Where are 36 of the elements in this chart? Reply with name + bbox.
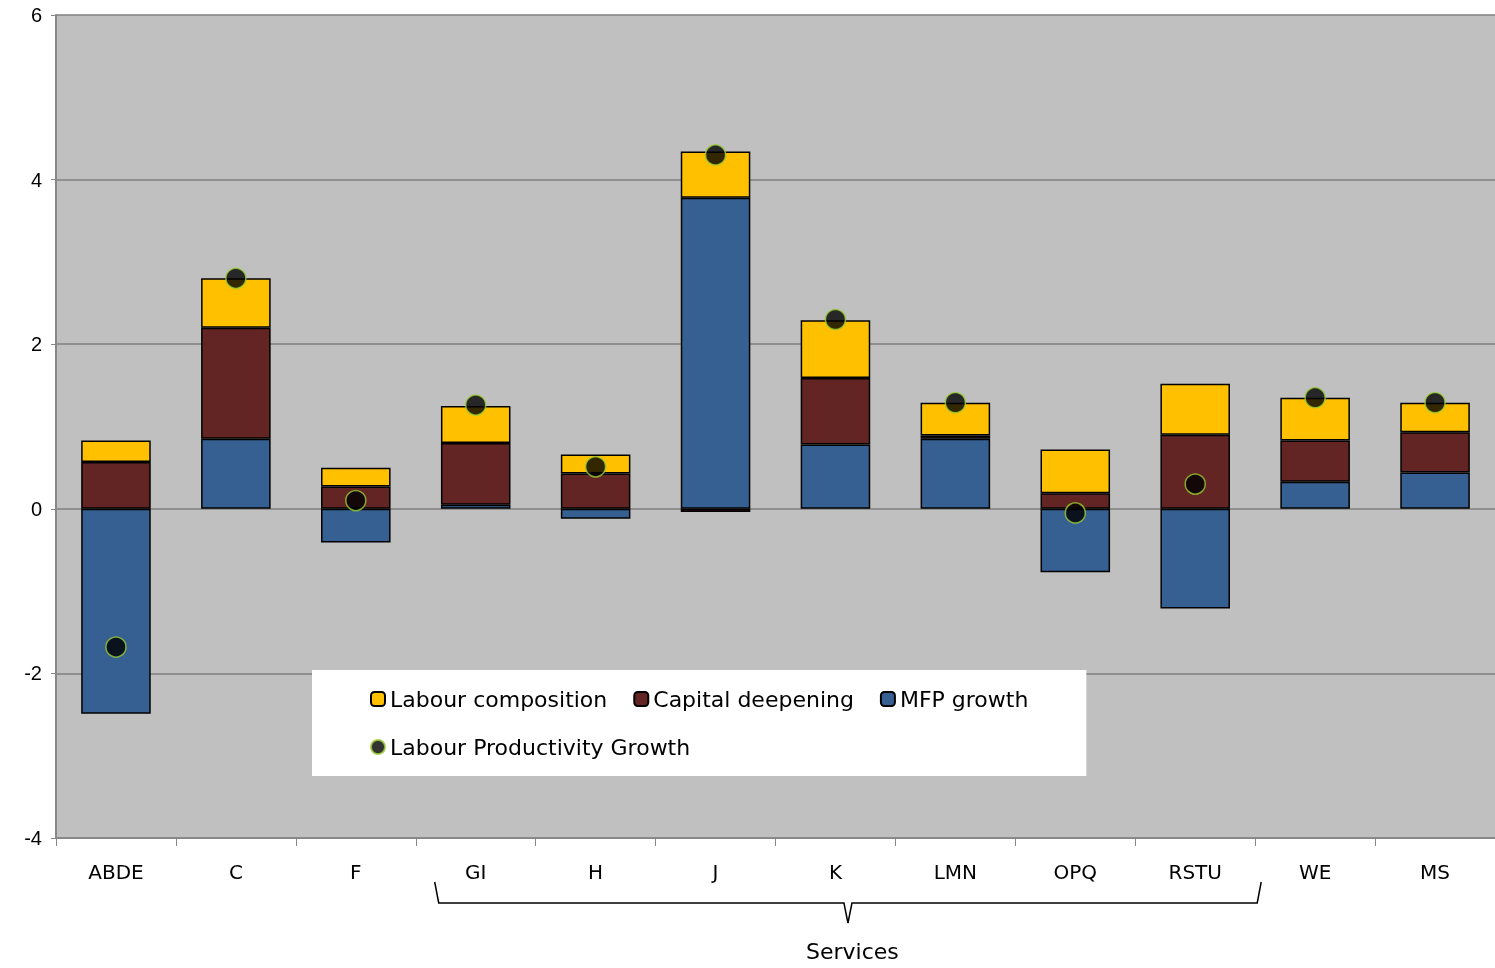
x-tick-label: GI xyxy=(465,860,487,884)
x-tick-label: RSTU xyxy=(1168,860,1222,884)
point xyxy=(1184,473,1206,495)
x-tick-label: K xyxy=(828,860,843,884)
x-tick-label: J xyxy=(710,860,719,884)
x-tick-label: MS xyxy=(1420,860,1451,884)
point xyxy=(225,267,247,290)
bar xyxy=(920,438,991,509)
legend-label: Labour composition xyxy=(390,686,608,712)
x-tick-label: C xyxy=(228,860,243,884)
x-tick-label: OPQ xyxy=(1053,860,1098,884)
point xyxy=(584,456,607,478)
x-tick-label: LMN xyxy=(933,860,978,884)
y-tick-label: 4 xyxy=(30,168,42,191)
x-tick-label: WE xyxy=(1298,860,1332,884)
x-tick-label: F xyxy=(350,860,362,884)
point xyxy=(704,144,727,166)
point xyxy=(1064,502,1087,524)
y-tick-label: -4 xyxy=(24,827,42,849)
y-tick-label: 0 xyxy=(30,497,42,520)
x-tick-label: ABDE xyxy=(88,860,144,884)
point xyxy=(345,489,367,512)
x-tick-label: H xyxy=(588,860,604,884)
point xyxy=(464,394,487,416)
legend-label: Labour Productivity Growth xyxy=(390,734,691,760)
y-tick-label: 6 xyxy=(30,4,42,26)
y-tick-label: 2 xyxy=(30,333,42,356)
point xyxy=(1304,386,1326,409)
point xyxy=(105,636,127,658)
text: Services xyxy=(805,938,899,964)
y-tick-label: -2 xyxy=(24,662,42,685)
point xyxy=(824,308,847,331)
legend-label: MFP growth xyxy=(899,686,1029,712)
point xyxy=(1424,391,1446,414)
legend-label: Capital deepening xyxy=(653,686,854,712)
point xyxy=(944,391,967,414)
